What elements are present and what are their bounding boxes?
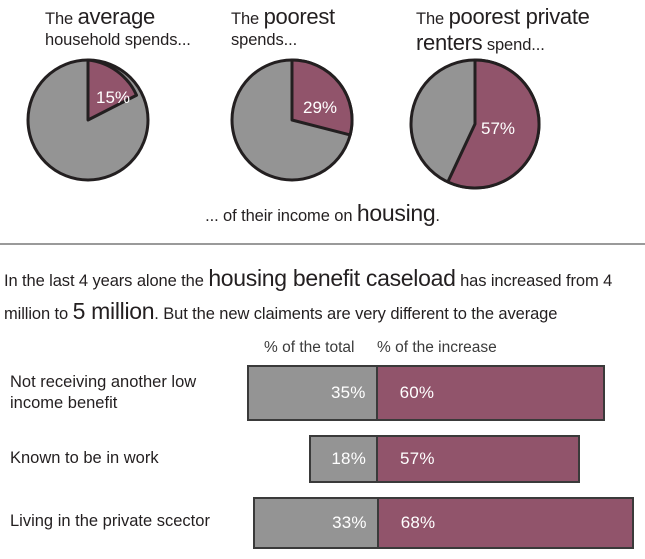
income-caption-suffix: . bbox=[435, 207, 440, 225]
pie-chart-average-household: The average household spends... 15% bbox=[20, 0, 235, 187]
pie-graphic-2: 57% bbox=[408, 57, 641, 196]
pie-caption-2-big-2: renters bbox=[416, 29, 483, 55]
bar-row-label-0: Not receiving another low income benefit bbox=[10, 373, 197, 413]
intro-emphasis-2: 5 million bbox=[72, 297, 155, 324]
pie-caption-1: The poorest spends... bbox=[228, 4, 388, 50]
pie-slice-2 bbox=[446, 58, 541, 190]
pie-slice-0 bbox=[86, 58, 139, 122]
bar-value-increase-0: 60% bbox=[399, 383, 435, 403]
bar-chart-legend: % of the total % of the increase bbox=[0, 339, 645, 361]
pie-caption-2-small-2: spend... bbox=[486, 35, 545, 54]
income-housing-caption: ... of their income on housing. bbox=[0, 200, 645, 227]
intro-emphasis-1: housing benefit caseload bbox=[208, 265, 456, 291]
bar-row-label-2: Living in the private scector bbox=[10, 512, 210, 531]
bar-row-label-1: Known to be in work bbox=[10, 449, 159, 468]
pie-chart-section: The average household spends... 15% The … bbox=[0, 0, 645, 245]
intro-part-3: . But the new claiments are very differe… bbox=[154, 304, 558, 323]
pie-caption-1-small-2: spends... bbox=[231, 30, 298, 49]
intro-part-1: In the last 4 years alone the bbox=[4, 272, 209, 290]
bar-track-1: 18% 57% bbox=[309, 435, 580, 484]
bar-value-total-1: 18% bbox=[331, 449, 367, 469]
income-caption-prefix: ... of their income on bbox=[205, 207, 357, 225]
legend-label-total: % of the total bbox=[264, 339, 355, 357]
intro-part-2: has increased from 4 million to bbox=[4, 272, 613, 323]
pie-svg-0 bbox=[26, 58, 150, 182]
pie-caption-0-big-1: average bbox=[77, 4, 156, 29]
pie-chart-poorest-private-renters: The poorest private renters spend... 57% bbox=[396, 0, 641, 196]
bar-segment-increase-2: 68% bbox=[376, 499, 632, 548]
pie-svg-1 bbox=[230, 58, 354, 182]
stacked-bar-chart: % of the total % of the increase Not rec… bbox=[0, 339, 645, 559]
legend-label-increase: % of the increase bbox=[377, 339, 497, 357]
pie-caption-2: The poorest private renters spend... bbox=[396, 4, 641, 55]
pie-chart-poorest: The poorest spends... 29% bbox=[228, 0, 388, 187]
housing-benefit-section: In the last 4 years alone the housing be… bbox=[0, 252, 645, 559]
income-caption-emphasis: housing bbox=[356, 200, 436, 226]
bar-value-total-0: 35% bbox=[330, 383, 366, 403]
pie-graphic-1: 29% bbox=[230, 58, 388, 187]
pie-graphic-0: 15% bbox=[26, 58, 235, 187]
bar-row: Not receiving another low income benefit… bbox=[0, 365, 645, 422]
bar-segment-total-0: 35% bbox=[249, 367, 376, 420]
pie-caption-0-small-2: household spends... bbox=[45, 30, 191, 49]
bar-track-0: 35% 60% bbox=[247, 365, 605, 422]
bar-value-increase-1: 57% bbox=[400, 449, 435, 469]
pie-caption-1-big-1: poorest bbox=[263, 4, 336, 29]
pie-slice-1 bbox=[290, 58, 354, 137]
pie-caption-0: The average household spends... bbox=[20, 4, 235, 50]
pie-svg-2 bbox=[409, 58, 541, 190]
bar-segment-total-1: 18% bbox=[311, 437, 377, 482]
bar-segment-increase-1: 57% bbox=[376, 437, 578, 482]
pie-caption-2-big-1: poorest private bbox=[448, 4, 590, 29]
pie-caption-1-small-1: The bbox=[231, 10, 260, 28]
pie-caption-0-small-1: The bbox=[45, 10, 74, 28]
intro-paragraph: In the last 4 years alone the housing be… bbox=[0, 252, 645, 327]
bar-row: Known to be in work 18% 57% bbox=[0, 435, 645, 484]
pie-caption-2-small-1: The bbox=[416, 10, 445, 28]
bar-value-total-2: 33% bbox=[332, 513, 367, 533]
bar-segment-total-2: 33% bbox=[255, 499, 377, 548]
section-divider bbox=[0, 243, 645, 245]
bar-segment-increase-0: 60% bbox=[375, 367, 603, 420]
bar-value-increase-2: 68% bbox=[400, 513, 436, 533]
bar-row: Living in the private scector 33% 68% bbox=[0, 497, 645, 550]
bar-track-2: 33% 68% bbox=[253, 497, 634, 550]
